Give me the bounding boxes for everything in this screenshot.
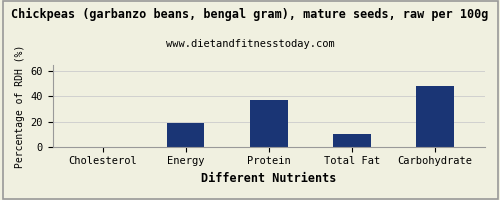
Bar [334,134,370,147]
Bar [167,123,204,147]
Y-axis label: Percentage of RDH (%): Percentage of RDH (%) [15,44,25,168]
Text: Chickpeas (garbanzo beans, bengal gram), mature seeds, raw per 100g: Chickpeas (garbanzo beans, bengal gram),… [12,8,488,21]
X-axis label: Different Nutrients: Different Nutrients [201,172,336,185]
Text: www.dietandfitnesstoday.com: www.dietandfitnesstoday.com [166,39,334,49]
Bar [416,86,454,147]
Bar [250,100,288,147]
